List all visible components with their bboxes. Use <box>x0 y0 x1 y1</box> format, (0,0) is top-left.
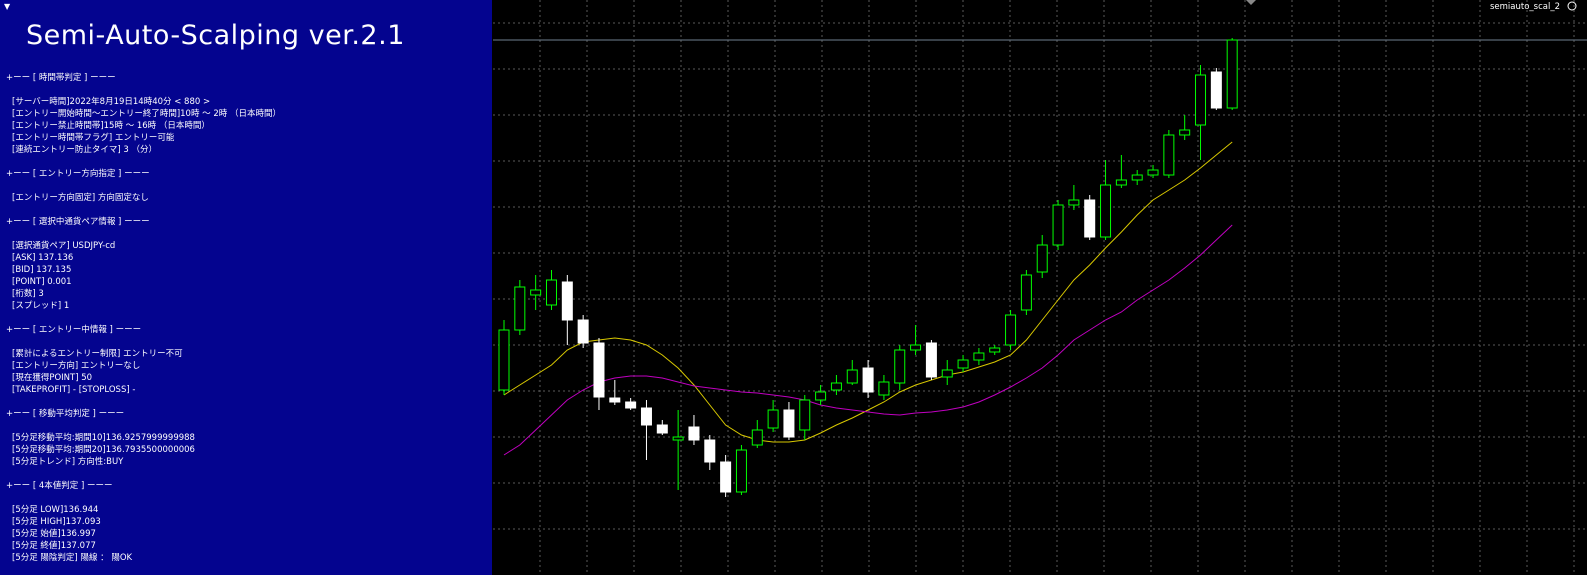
candle-body <box>910 344 922 351</box>
info-line: [エントリー禁止時間帯]15時 ～ 16時 （日本時間） <box>12 121 210 131</box>
candle-body <box>656 424 668 434</box>
info-line: [5分足トレンド] 方向性:BUY <box>12 457 124 467</box>
info-line: [スプレッド] 1 <box>12 301 70 311</box>
info-line: [5分足移動平均:期間20]136.7935500000006 <box>12 445 195 455</box>
info-line: [POINT] 0.001 <box>12 277 72 287</box>
candle-body <box>1052 204 1064 246</box>
panel-title: Semi-Auto-Scalping ver.2.1 <box>26 20 405 51</box>
candle-body <box>1005 314 1017 346</box>
candle-body <box>704 439 716 463</box>
info-line: [エントリー時間帯フラグ] エントリー可能 <box>12 133 175 143</box>
candle-body <box>720 461 732 493</box>
section-heading: +ーー [ 選択中通貨ペア情報 ] ーーー <box>6 217 150 227</box>
info-line: [ASK] 137.136 <box>12 253 74 263</box>
info-line: [BID] 137.135 <box>12 265 72 275</box>
indicator-icon <box>1567 1 1577 11</box>
info-line: [TAKEPROFIT] - [STOPLOSS] - <box>12 385 136 395</box>
info-line: [選択通貨ペア] USDJPY-cd <box>12 241 116 251</box>
info-line: [5分足移動平均:期間10]136.9257999999988 <box>12 433 195 443</box>
panel-arrow: ▼ <box>4 2 11 11</box>
info-line: [累計によるエントリー制限] エントリー不可 <box>12 349 183 359</box>
candle-body <box>973 352 985 361</box>
candle-body <box>989 347 1001 353</box>
candle-body <box>735 449 747 493</box>
info-line: [連続エントリー防止タイマ] 3 （分） <box>12 145 157 155</box>
info-line: [5分足 HIGH]137.093 <box>12 517 101 527</box>
candle-body <box>1163 134 1175 176</box>
candle-body <box>1210 71 1222 109</box>
candle-body <box>672 436 684 441</box>
section-heading: +ーー [ エントリー方向指定 ] ーーー <box>6 169 150 179</box>
info-line: [5分足 陽陰判定] 陽線 ： 陽OK <box>12 553 133 563</box>
candle-body <box>498 329 510 391</box>
info-line: [5分足 LOW]136.944 <box>12 505 99 515</box>
candle-body <box>1131 174 1143 181</box>
candle-body <box>925 342 937 378</box>
candle-body <box>577 319 589 344</box>
candle-body <box>1068 199 1080 206</box>
candle-body <box>1147 169 1159 176</box>
candle-body <box>625 401 637 409</box>
candle-body <box>1195 74 1207 126</box>
moving-average-line <box>503 224 1233 456</box>
info-panel: ▼ Semi-Auto-Scalping ver.2.1 +ーー [ 時間帯判定… <box>0 0 492 575</box>
section-heading: +ーー [ エントリー中情報 ] ーーー <box>6 325 142 335</box>
info-line: [桁数] 3 <box>12 289 44 299</box>
candle-body <box>593 342 605 398</box>
info-line: [5分足 始値]136.997 <box>12 529 96 539</box>
candle-body <box>878 381 890 396</box>
candle-body <box>640 407 652 426</box>
candle-body <box>957 359 969 369</box>
candle-body <box>751 429 763 446</box>
candle-body <box>1100 184 1112 238</box>
info-line: [エントリー方向] エントリーなし <box>12 361 141 371</box>
candle-body <box>561 281 573 321</box>
scroll-marker <box>1246 0 1256 5</box>
candle-body <box>846 369 858 384</box>
info-line: [エントリー方向固定] 方向固定なし <box>12 193 149 203</box>
info-line: [現在獲得POINT] 50 <box>12 373 93 383</box>
candle-body <box>1020 274 1032 311</box>
candle-body <box>830 382 842 391</box>
candle-body <box>799 399 811 431</box>
info-line: [5分足 終値]137.077 <box>12 541 96 551</box>
candle-body <box>1226 39 1238 109</box>
candle-body <box>514 286 526 331</box>
candle-body <box>767 409 779 429</box>
section-heading: +ーー [ 移動平均判定 ] ーーー <box>6 409 125 419</box>
candle-body <box>894 349 906 384</box>
candle-body <box>545 279 557 306</box>
indicator-label: semiauto_scal_2 <box>1490 2 1560 12</box>
candle-body <box>941 369 953 378</box>
moving-average-line <box>503 141 1233 443</box>
candle-body <box>783 409 795 438</box>
candle-body <box>1084 199 1096 238</box>
candle-body <box>862 367 874 393</box>
chart-background <box>493 0 1587 575</box>
candle-body <box>1036 244 1048 273</box>
candle-body <box>609 397 621 403</box>
candle-body <box>530 289 542 296</box>
candle-body <box>815 391 827 401</box>
section-heading: +ーー [ 4本値判定 ] ーーー <box>6 481 113 491</box>
candle-body <box>1179 129 1191 136</box>
section-heading: +ーー [ 時間帯判定 ] ーーー <box>6 73 116 83</box>
candle-body <box>1115 179 1127 186</box>
info-line: [サーバー時間]2022年8月19日14時40分 < 880 > <box>12 97 211 107</box>
info-line: [エントリー開始時間～エントリー終了時間]10時 ～ 2時 （日本時間） <box>12 109 281 119</box>
candle-body <box>688 426 700 441</box>
